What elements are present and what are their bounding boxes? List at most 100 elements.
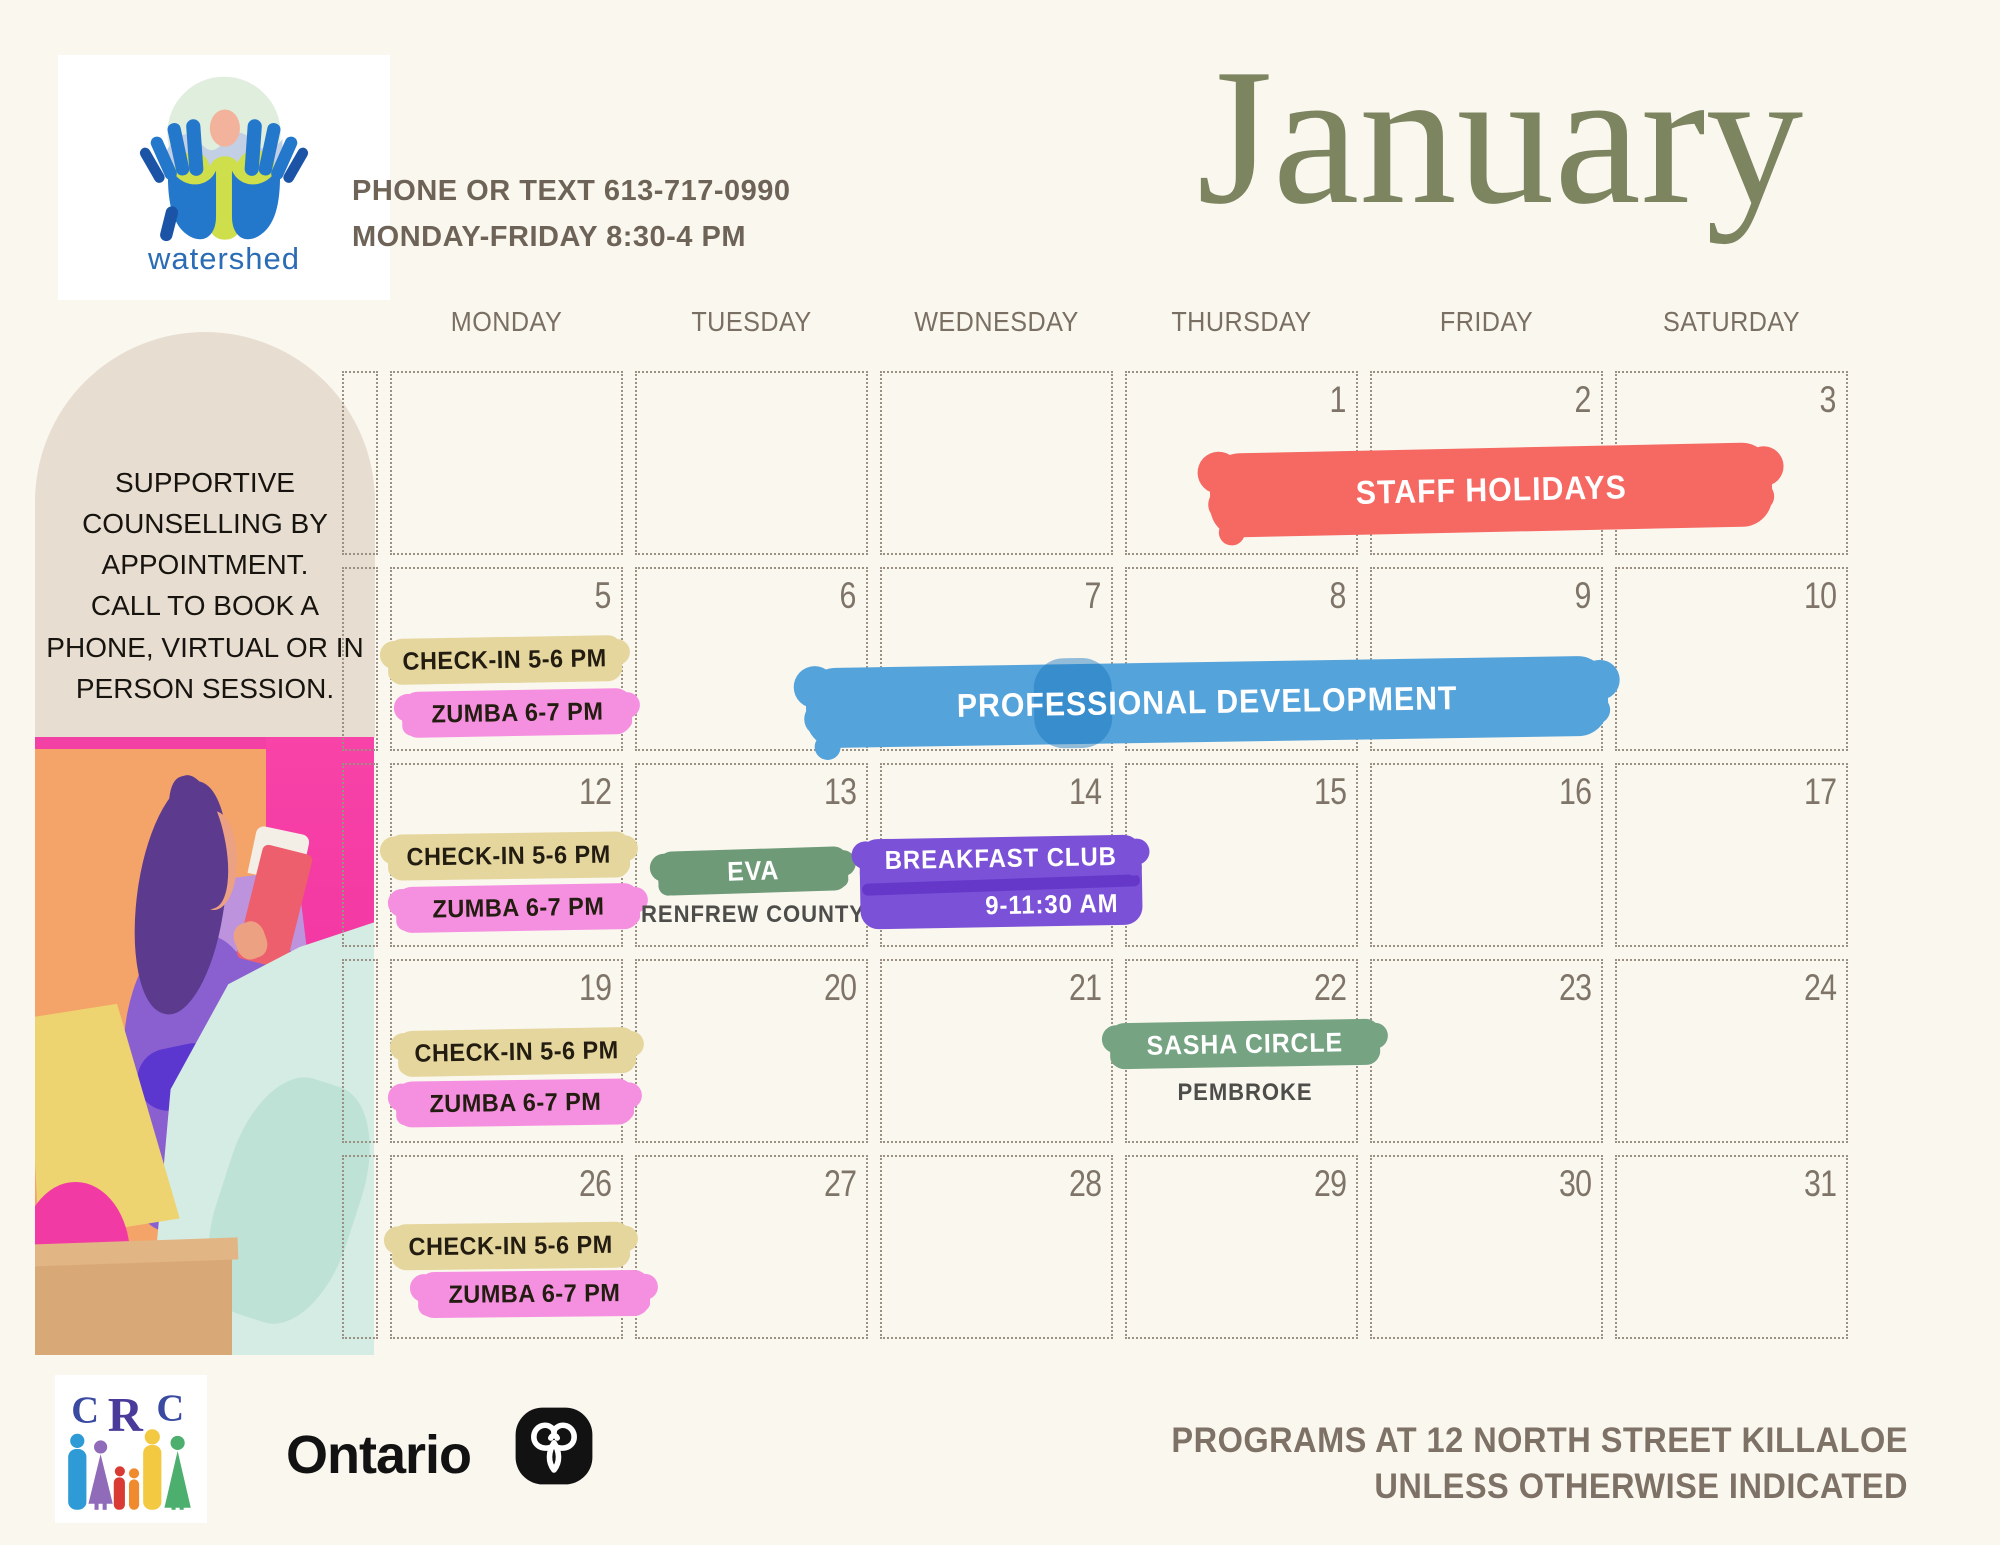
- crc-letter: C: [71, 1390, 99, 1432]
- event-zumba: ZUMBA 6-7 PM: [401, 687, 633, 739]
- day-number: 9: [1574, 575, 1592, 616]
- calendar-cell: 20: [635, 959, 868, 1143]
- footer-note-line2: UNLESS OTHERWISE INDICATED: [1374, 1466, 1908, 1506]
- crc-letter: C: [156, 1388, 184, 1430]
- event-zumba: ZUMBA 6-7 PM: [395, 1078, 635, 1128]
- day-number: 12: [578, 771, 612, 812]
- event-sasha-circle-label: SASHA CIRCLE: [1146, 1026, 1344, 1061]
- calendar-cell: 21: [880, 959, 1113, 1143]
- trillium-icon: [515, 1407, 593, 1485]
- watershed-logo-box: watershed: [58, 55, 390, 300]
- day-number: 24: [1803, 967, 1837, 1008]
- event-check-in-label: CHECK-IN 5-6 PM: [406, 840, 612, 871]
- event-staff-holidays: STAFF HOLIDAYS: [1209, 442, 1773, 538]
- day-header-saturday: SATURDAY: [1662, 306, 1801, 337]
- event-zumba-label: ZUMBA 6-7 PM: [428, 1087, 602, 1118]
- event-professional-development-label: PROFESSIONAL DEVELOPMENT: [956, 679, 1458, 724]
- day-number: 28: [1068, 1163, 1102, 1204]
- calendar-cell: 28: [880, 1155, 1113, 1339]
- calendar-cell-sliver: [342, 371, 378, 555]
- day-number: 14: [1068, 771, 1102, 812]
- event-zumba-label: ZUMBA 6-7 PM: [431, 892, 605, 923]
- day-header-wednesday: WEDNESDAY: [914, 306, 1079, 337]
- calendar-cell: 10: [1615, 567, 1848, 751]
- day-number: 31: [1803, 1163, 1837, 1204]
- calendar-cell-sliver: [342, 1155, 378, 1339]
- day-header-row: MONDAY TUESDAY WEDNESDAY THURSDAY FRIDAY…: [390, 306, 1848, 338]
- month-title: January: [1196, 29, 1804, 245]
- day-number: 2: [1574, 379, 1592, 420]
- footer-note: PROGRAMS AT 12 NORTH STREET KILLALOE UNL…: [1172, 1418, 1908, 1509]
- counselling-note: SUPPORTIVE COUNSELLING BY APPOINTMENT. C…: [46, 467, 364, 704]
- calendar-cell: 31: [1615, 1155, 1848, 1339]
- calendar-cell: 30: [1370, 1155, 1603, 1339]
- day-header-tuesday: TUESDAY: [691, 306, 812, 337]
- day-number: 1: [1329, 379, 1347, 420]
- watershed-logo-icon: [139, 76, 309, 242]
- event-check-in: CHECK-IN 5-6 PM: [387, 634, 623, 686]
- day-number: 16: [1558, 771, 1592, 812]
- event-zumba: ZUMBA 6-7 PM: [395, 882, 641, 934]
- event-eva-label: EVA: [726, 854, 780, 887]
- day-number: 5: [594, 575, 612, 616]
- calendar-cell: [390, 371, 623, 555]
- calendar-cell: 17: [1615, 763, 1848, 947]
- contact-info: PHONE OR TEXT 613-717-0990 MONDAY-FRIDAY…: [352, 168, 791, 260]
- crc-logo: C R C: [55, 1375, 207, 1523]
- day-number: 30: [1558, 1163, 1592, 1204]
- event-staff-holidays-label: STAFF HOLIDAYS: [1355, 468, 1627, 511]
- calendar-cell: 16: [1370, 763, 1603, 947]
- day-number: 23: [1558, 967, 1592, 1008]
- day-number: 6: [839, 575, 857, 616]
- event-check-in-label: CHECK-IN 5-6 PM: [402, 643, 608, 676]
- footer-note-line1: PROGRAMS AT 12 NORTH STREET KILLALOE: [1171, 1421, 1908, 1460]
- event-check-in: CHECK-IN 5-6 PM: [391, 1221, 631, 1271]
- event-check-in-label: CHECK-IN 5-6 PM: [408, 1230, 614, 1261]
- crc-letter: R: [108, 1388, 144, 1442]
- day-number: 27: [823, 1163, 857, 1204]
- contact-phone: PHONE OR TEXT 613-717-0990: [352, 175, 791, 207]
- calendar-cell: 27: [635, 1155, 868, 1339]
- event-check-in: CHECK-IN 5-6 PM: [397, 1026, 637, 1078]
- day-number: 15: [1313, 771, 1347, 812]
- day-number: 20: [823, 967, 857, 1008]
- calendar-cell: 23: [1370, 959, 1603, 1143]
- day-number: 7: [1084, 575, 1102, 616]
- calendar-cell: [880, 371, 1113, 555]
- day-header-monday: MONDAY: [450, 306, 563, 337]
- day-number: 13: [823, 771, 857, 812]
- day-number: 29: [1313, 1163, 1347, 1204]
- crc-logo-art: C R C: [68, 1388, 191, 1510]
- event-professional-development: PROFESSIONAL DEVELOPMENT: [805, 655, 1609, 749]
- watershed-wordmark: watershed: [147, 241, 301, 276]
- day-number: 17: [1803, 771, 1837, 812]
- event-zumba-label: ZUMBA 6-7 PM: [447, 1278, 621, 1309]
- day-number: 22: [1313, 967, 1347, 1008]
- day-number: 10: [1803, 575, 1837, 616]
- day-header-thursday: THURSDAY: [1171, 306, 1312, 337]
- calendar-cell-sliver: [342, 959, 378, 1143]
- calendar-cell: 24: [1615, 959, 1848, 1143]
- day-number: 8: [1329, 575, 1347, 616]
- day-number: 3: [1819, 379, 1837, 420]
- calendar-cell: 6: [635, 567, 868, 751]
- calendar-cell: 7: [880, 567, 1113, 751]
- event-check-in: CHECK-IN 5-6 PM: [387, 831, 631, 881]
- ontario-wordmark: Ontario: [286, 1425, 472, 1485]
- event-sasha-circle: SASHA CIRCLE: [1109, 1018, 1381, 1070]
- bedtime-reading-illustration: [35, 737, 374, 1355]
- calendar-cell: 15: [1125, 763, 1358, 947]
- calendar-cell: [635, 371, 868, 555]
- event-breakfast-club: BREAKFAST CLUB 9-11:30 AM: [859, 834, 1143, 930]
- calendar-cell-sliver: [342, 567, 378, 751]
- calendar-cell: 29: [1125, 1155, 1358, 1339]
- day-number: 26: [578, 1163, 612, 1204]
- event-eva-sublabel: RENFREW COUNTY: [641, 901, 865, 928]
- event-breakfast-club-label: BREAKFAST CLUB: [884, 840, 1117, 876]
- day-header-friday: FRIDAY: [1439, 306, 1534, 337]
- event-check-in-label: CHECK-IN 5-6 PM: [414, 1035, 620, 1068]
- event-zumba: ZUMBA 6-7 PM: [417, 1269, 651, 1319]
- counselling-note-panel: SUPPORTIVE COUNSELLING BY APPOINTMENT. C…: [35, 332, 375, 737]
- calendar-cell-sliver: [342, 763, 378, 947]
